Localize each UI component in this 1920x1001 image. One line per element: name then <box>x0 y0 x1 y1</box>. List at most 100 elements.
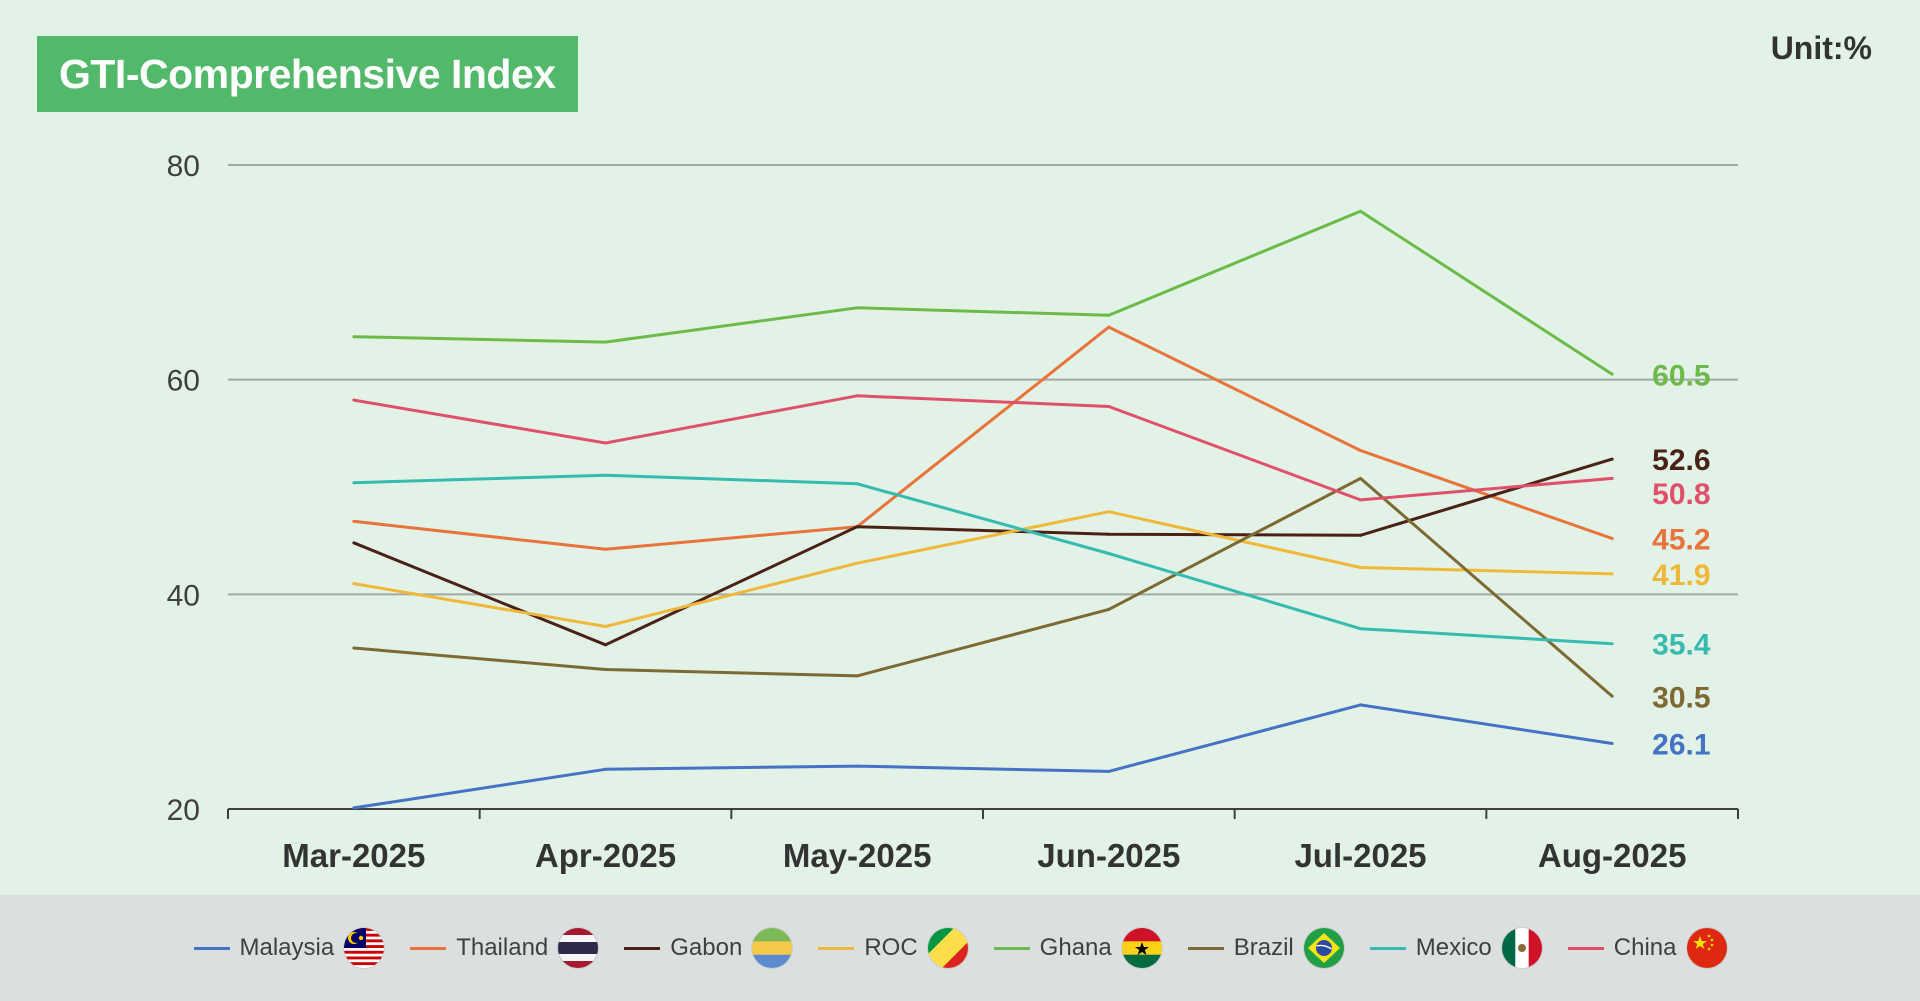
data-point-thailand <box>1610 537 1614 541</box>
y-tick-label: 60 <box>167 365 200 398</box>
legend-item-roc: ROC <box>818 928 968 968</box>
data-point-mexico <box>352 481 356 485</box>
data-point-china <box>1107 405 1111 408</box>
data-point-malaysia <box>1610 742 1614 746</box>
ghana-flag-icon <box>1121 928 1162 968</box>
data-point-mexico <box>1107 552 1111 556</box>
legend-swatch <box>1369 946 1406 950</box>
legend-swatch <box>1187 946 1224 950</box>
series-line-roc <box>353 510 1613 628</box>
data-point-china <box>352 398 356 402</box>
data-point-ghana <box>1359 209 1362 213</box>
data-point-brazil <box>604 667 607 671</box>
data-point-thailand <box>1359 449 1362 453</box>
unit-label: Unit:% <box>1770 30 1872 66</box>
end-value-label-ghana: 60.5 <box>1652 359 1710 392</box>
data-point-gabon <box>855 525 859 529</box>
data-point-brazil <box>1359 476 1362 480</box>
legend-item-brazil: Brazil <box>1187 928 1344 968</box>
data-point-ghana <box>1610 372 1614 376</box>
legend-item-ghana: Ghana <box>993 928 1162 968</box>
legend-swatch <box>818 946 855 950</box>
legend-label: China <box>1613 934 1677 961</box>
series-line-thailand <box>353 325 1613 551</box>
data-point-brazil <box>1610 694 1614 698</box>
x-tick-label: May-2025 <box>783 837 932 874</box>
chart-area: GTI-Comprehensive Index Unit:% 20 40 60 80 M… <box>37 30 1872 874</box>
y-tick-label: 20 <box>167 794 200 827</box>
data-point-roc <box>604 625 607 629</box>
legend-swatch <box>410 946 447 950</box>
legend-item-thailand: Thailand <box>410 928 599 968</box>
data-point-roc <box>352 582 356 586</box>
thailand-flag-icon <box>558 928 599 968</box>
end-value-label-roc: 41.9 <box>1652 559 1710 592</box>
data-point-malaysia <box>1107 769 1111 773</box>
legend-label: Gabon <box>670 934 743 961</box>
series-line-ghana <box>353 209 1614 376</box>
legend-item-gabon: Gabon <box>624 928 793 968</box>
x-tick-label: Aug-2025 <box>1538 837 1687 874</box>
series-line-malaysia <box>353 703 1613 810</box>
end-value-label-thailand: 45.2 <box>1652 524 1710 557</box>
legend-label: Brazil <box>1233 934 1294 961</box>
legend: Malaysia Thailand Gabon ROC Ghana Brazil Mexic… <box>0 895 1920 1001</box>
chart-title: GTI-Comprehensive Index <box>37 36 578 112</box>
mexico-flag-icon <box>1501 928 1542 968</box>
data-point-gabon <box>1610 457 1614 461</box>
end-value-label-china: 50.8 <box>1652 478 1710 511</box>
legend-label: Malaysia <box>239 934 335 961</box>
data-point-china <box>604 441 607 445</box>
legend-item-mexico: Mexico <box>1369 928 1542 968</box>
data-point-thailand <box>1107 325 1111 329</box>
end-value-label-brazil: 30.5 <box>1652 681 1710 714</box>
data-point-china <box>855 394 859 398</box>
data-point-roc <box>855 561 859 565</box>
data-point-brazil <box>352 646 356 650</box>
data-point-ghana <box>1107 313 1111 317</box>
data-point-roc <box>1359 566 1362 569</box>
brazil-flag-icon <box>1303 928 1344 968</box>
x-tick-label: Apr-2025 <box>535 837 676 874</box>
data-point-ghana <box>855 306 859 310</box>
legend-label: ROC <box>864 934 918 961</box>
legend-swatch <box>193 946 230 950</box>
data-point-thailand <box>604 547 607 551</box>
end-value-label-gabon: 52.6 <box>1652 444 1710 477</box>
data-point-ghana <box>352 335 356 339</box>
end-value-label-mexico: 35.4 <box>1652 629 1711 662</box>
series-line-gabon <box>353 457 1613 647</box>
legend-label: Mexico <box>1415 934 1492 961</box>
series-line-brazil <box>353 476 1614 698</box>
legend-label: Ghana <box>1039 934 1112 961</box>
data-point-china <box>1610 476 1614 480</box>
data-point-thailand <box>352 519 356 523</box>
legend-swatch <box>624 946 661 950</box>
data-point-gabon <box>1107 532 1111 536</box>
end-value-label-malaysia: 26.1 <box>1652 729 1710 762</box>
data-point-ghana <box>604 340 607 344</box>
data-point-gabon <box>1359 533 1362 537</box>
data-point-china <box>1359 498 1362 502</box>
series-line-mexico <box>353 473 1613 646</box>
data-point-malaysia <box>1359 703 1362 707</box>
data-point-gabon <box>352 541 356 545</box>
data-point-roc <box>1610 572 1614 576</box>
roc-flag-icon <box>927 928 968 968</box>
data-point-mexico <box>604 473 607 477</box>
x-tick-label: Mar-2025 <box>282 837 425 874</box>
data-point-mexico <box>1610 642 1614 646</box>
data-point-malaysia <box>855 764 859 768</box>
malaysia-flag-icon <box>344 928 385 968</box>
data-point-brazil <box>1107 607 1111 611</box>
y-tick-label: 40 <box>167 579 200 612</box>
legend-item-china: China <box>1567 928 1727 968</box>
line-chart: 20 40 60 80 Mar-2025 Apr-2025 May-2025 Jun-2025… <box>167 150 1739 874</box>
legend-item-malaysia: Malaysia <box>193 928 385 968</box>
china-flag-icon <box>1686 928 1727 968</box>
legend-swatch <box>1567 946 1604 950</box>
y-tick-label: 80 <box>167 150 200 183</box>
legend-swatch <box>993 946 1030 950</box>
gabon-flag-icon <box>752 928 793 968</box>
legend-label: Thailand <box>456 934 549 961</box>
